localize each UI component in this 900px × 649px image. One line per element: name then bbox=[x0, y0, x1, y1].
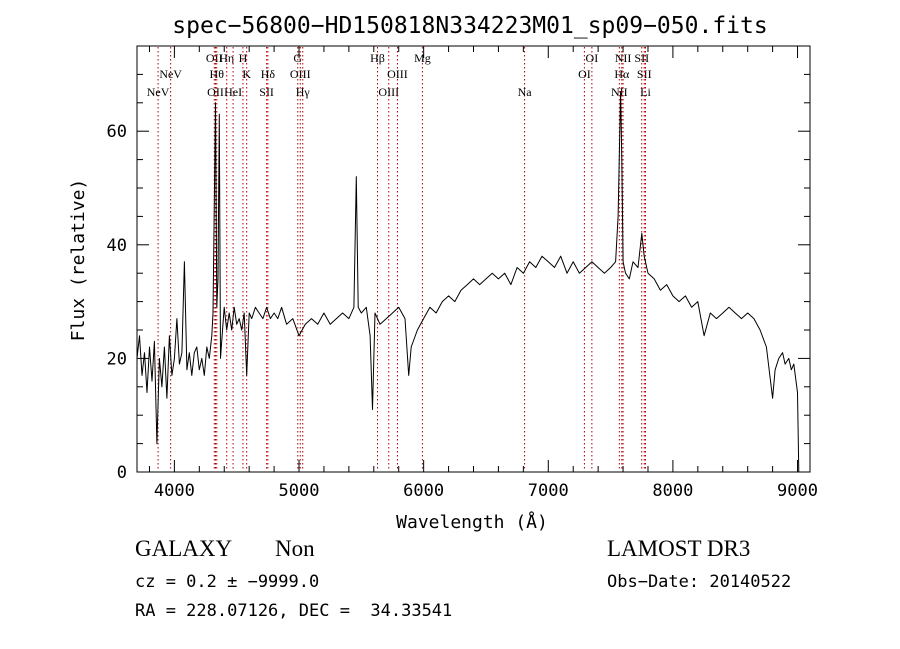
chart-title: spec−56800−HD150818N334223M01_sp09−050.f… bbox=[172, 13, 767, 39]
line-marker-label-13: Hγ bbox=[296, 85, 311, 99]
line-marker-label-22: Hα bbox=[614, 67, 630, 81]
line-marker-label-4: Hθ bbox=[210, 67, 225, 81]
line-marker-layer: NeVNeVOIIOIIHθHηHeIHKSIIHδGOIIIHγHβOIIIO… bbox=[147, 47, 652, 471]
line-marker-label-5: Hη bbox=[219, 51, 234, 65]
line-marker-label-23: NII bbox=[615, 51, 632, 65]
line-marker-label-17: Mg bbox=[414, 51, 431, 65]
radec-readout: RA = 228.07126, DEC = 34.33541 bbox=[135, 601, 453, 621]
y-tick-label-0: 0 bbox=[117, 463, 127, 483]
x-tick-label-0: 4000 bbox=[154, 481, 195, 501]
line-marker-label-25: SII bbox=[637, 67, 652, 81]
y-tick-label-3: 60 bbox=[107, 122, 127, 142]
y-tick-label-1: 20 bbox=[107, 349, 127, 369]
x-tick-label-4: 8000 bbox=[652, 481, 693, 501]
line-marker-label-9: SII bbox=[259, 85, 274, 99]
line-marker-label-12: OIII bbox=[290, 67, 311, 81]
cz-readout: cz = 0.2 ± −9999.0 bbox=[135, 572, 320, 592]
line-marker-label-21: NII bbox=[611, 85, 628, 99]
tick-layer: 4000 5000 6000 7000 8000 9000 0 20 40 60 bbox=[107, 46, 818, 501]
line-marker-label-10: Hδ bbox=[261, 67, 276, 81]
series-layer bbox=[136, 90, 800, 473]
x-tick-label-5: 9000 bbox=[777, 481, 818, 501]
line-marker-label-15: OIII bbox=[378, 85, 399, 99]
survey-label: LAMOST DR3 bbox=[607, 536, 751, 561]
line-marker-label-16: OIII bbox=[387, 67, 408, 81]
y-axis-label: Flux (relative) bbox=[68, 179, 89, 342]
classification-label: GALAXY bbox=[135, 536, 233, 561]
x-axis-label: Wavelength (Å) bbox=[396, 511, 548, 533]
obs-date-readout: Obs−Date: 20140522 bbox=[607, 572, 792, 592]
line-marker-label-14: Hβ bbox=[370, 51, 385, 65]
x-tick-label-3: 7000 bbox=[528, 481, 569, 501]
line-marker-label-19: OI bbox=[578, 67, 591, 81]
spectrum-series-0 bbox=[136, 90, 800, 473]
line-marker-label-6: HeI bbox=[224, 85, 242, 99]
subclass-label: Non bbox=[275, 536, 315, 561]
line-marker-label-11: G bbox=[293, 51, 302, 65]
line-marker-label-8: K bbox=[242, 67, 251, 81]
line-marker-label-18: Na bbox=[518, 85, 533, 99]
line-marker-label-24: SII bbox=[634, 51, 649, 65]
line-marker-label-20: OI bbox=[586, 51, 599, 65]
line-marker-label-26: Li bbox=[640, 85, 651, 99]
line-marker-label-7: H bbox=[239, 51, 248, 65]
x-tick-label-1: 5000 bbox=[279, 481, 320, 501]
x-tick-label-2: 6000 bbox=[403, 481, 444, 501]
line-marker-label-0: NeV bbox=[147, 85, 170, 99]
line-marker-label-2: OII bbox=[206, 51, 223, 65]
y-tick-label-2: 40 bbox=[107, 236, 127, 256]
plot-frame bbox=[136, 45, 811, 473]
line-marker-label-1: NeV bbox=[159, 67, 182, 81]
line-marker-label-3: OII bbox=[207, 85, 224, 99]
